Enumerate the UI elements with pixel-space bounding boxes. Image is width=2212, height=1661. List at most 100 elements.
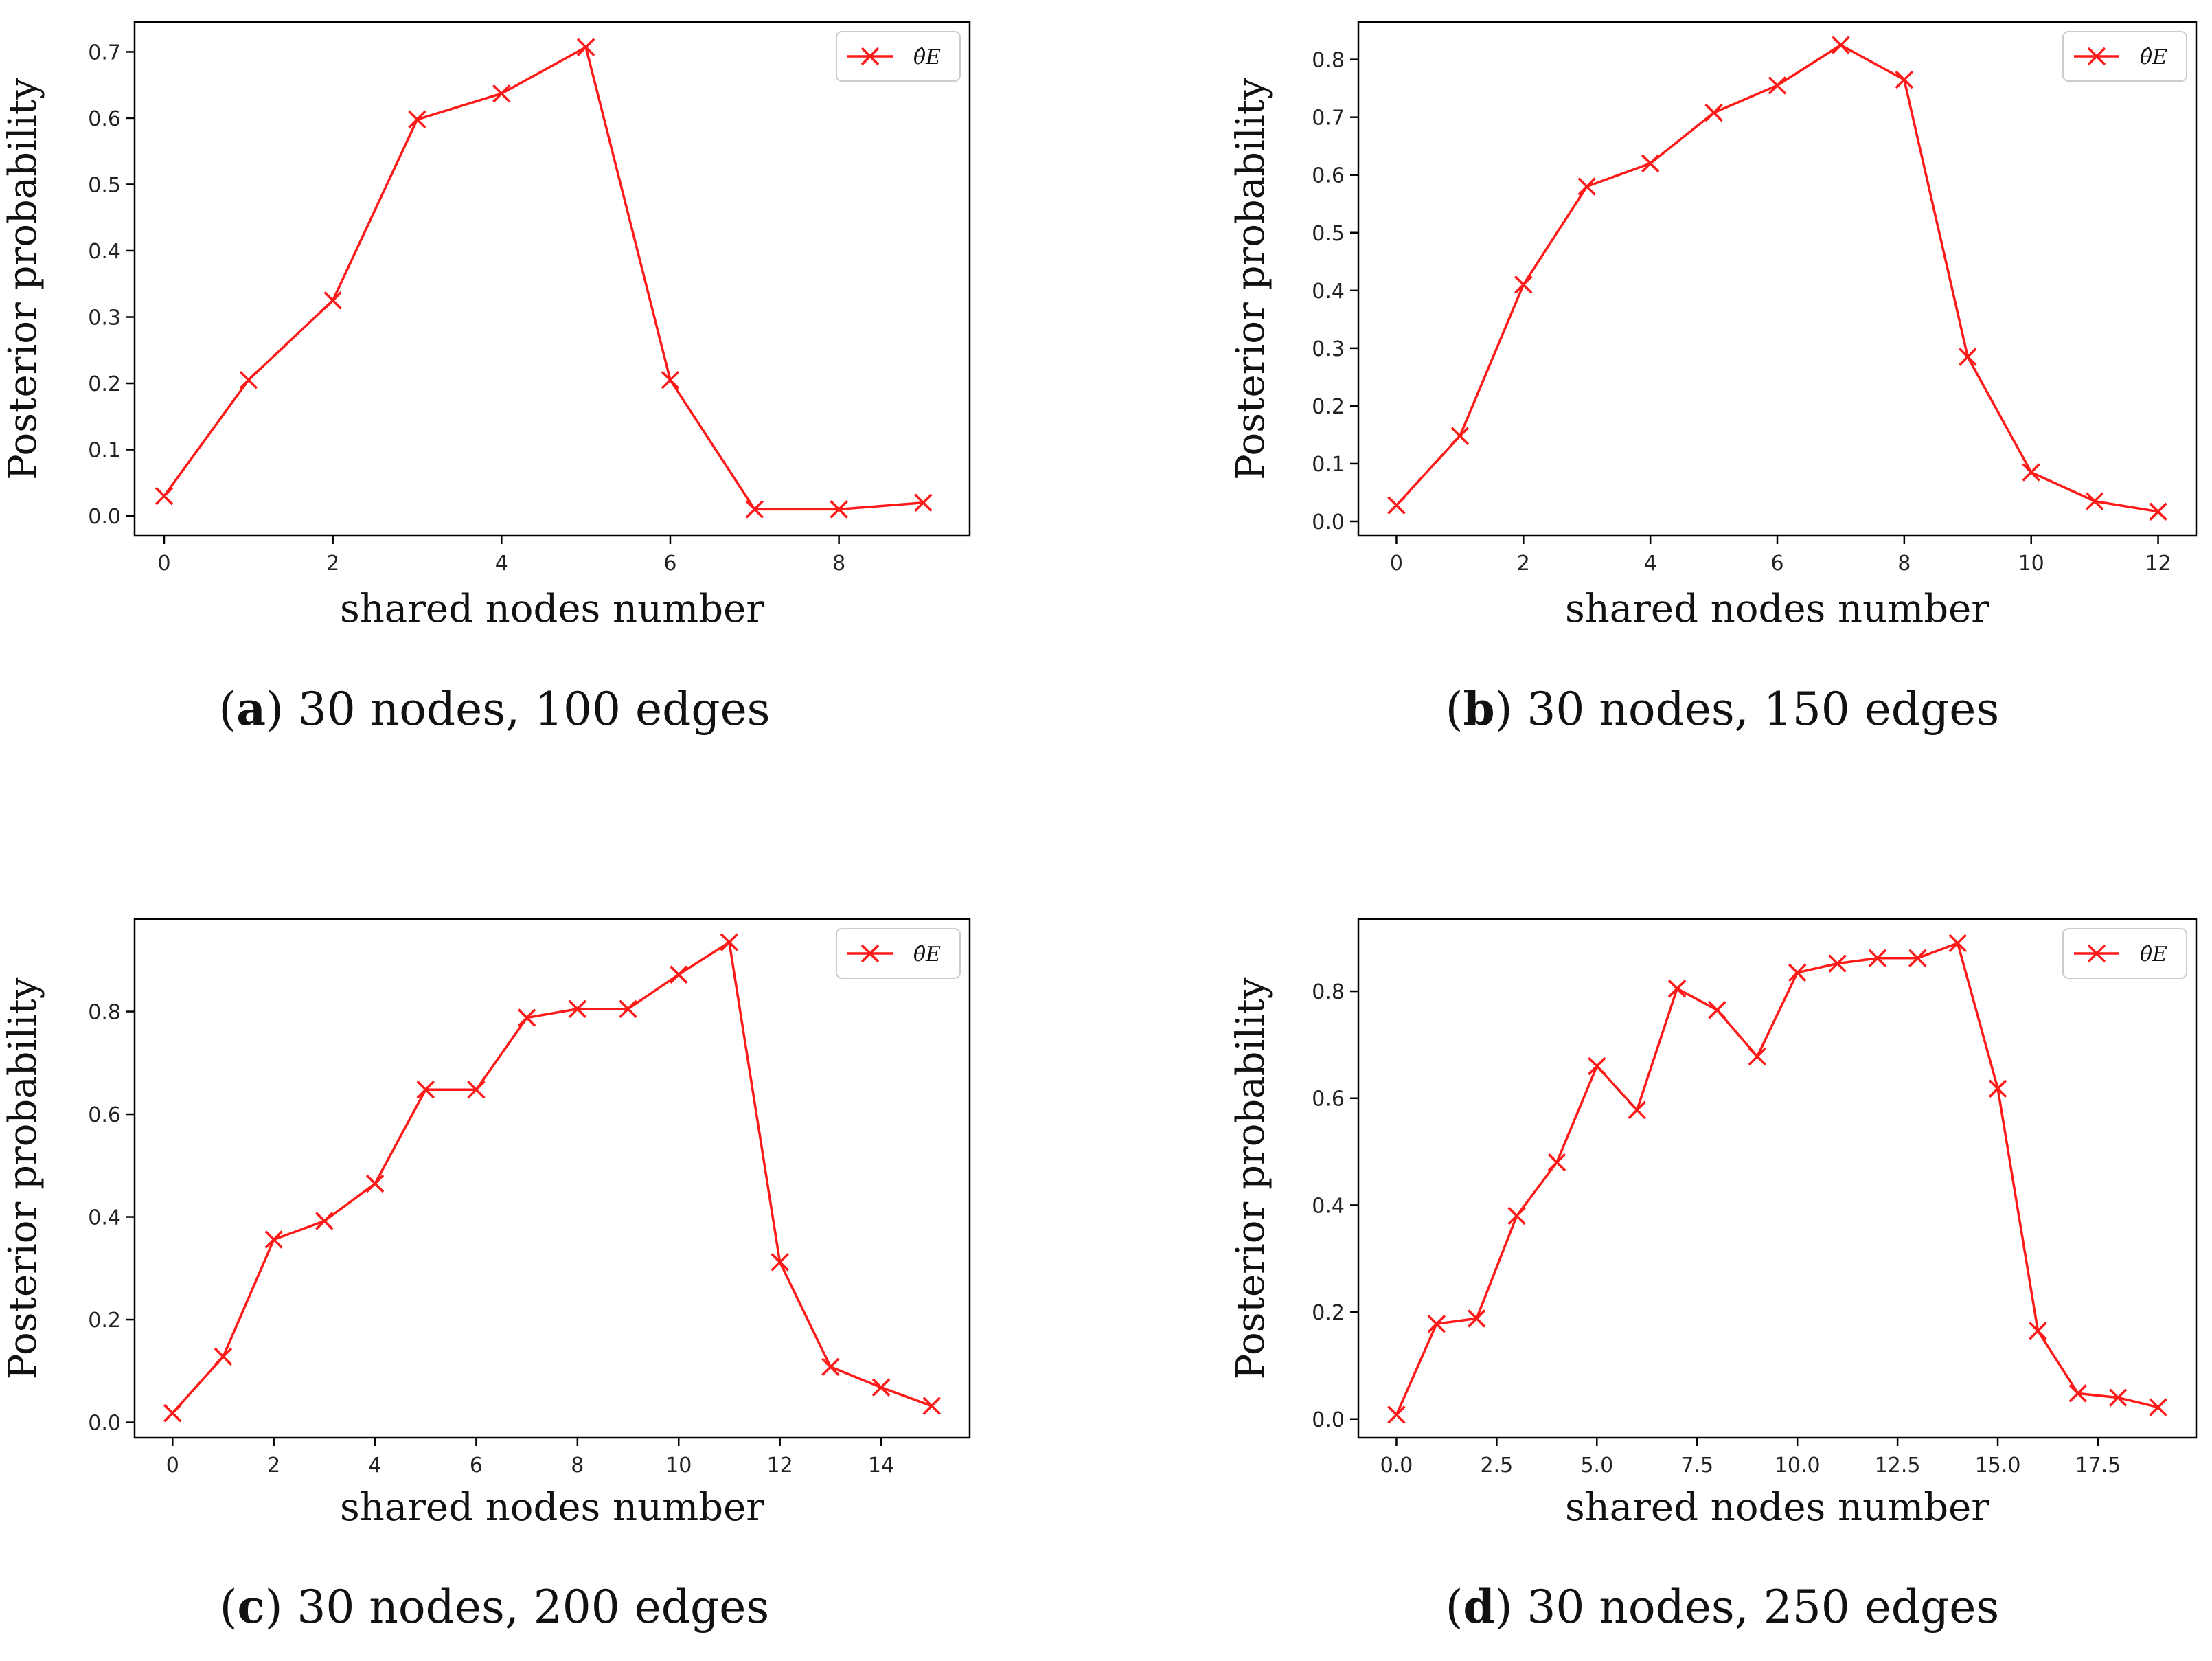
y-tick-label: 0.6: [1312, 164, 1345, 188]
data-point-marker: [2149, 1398, 2167, 1416]
caption-text: 30 nodes, 100 edges: [284, 683, 771, 736]
data-point-marker: [1959, 348, 1977, 366]
data-point-marker: [576, 38, 595, 56]
y-tick-label: 0.7: [88, 41, 121, 65]
data-point-marker: [214, 1347, 233, 1366]
data-point-marker: [2029, 1322, 2047, 1340]
x-tick-label: 12: [2145, 552, 2171, 576]
chart-panel-a: 0 2 4 6 8 0.0 0.1 0.2 0.3 0.4 0.5 0.6 0.7 θ̂E shared n…: [1, 21, 971, 736]
chart-panel-c: 0 2 4 6 8 10 12 14 0.0 0.2 0.4 0.6 0.8 θ̂E shared node…: [1, 918, 971, 1634]
data-point-marker: [1828, 954, 1847, 973]
data-point-marker: [670, 965, 688, 984]
data-point-marker: [2149, 502, 2167, 521]
data-point-marker: [619, 999, 637, 1019]
x-tick-label: 14: [868, 1454, 894, 1478]
y-tick-label: 0.4: [88, 240, 121, 264]
data-point-marker: [1450, 427, 1470, 445]
panel-caption: (d) 30 nodes, 250 edges: [1446, 1580, 1999, 1634]
data-point-marker: [492, 84, 511, 103]
y-tick-label: 0.6: [1312, 1087, 1345, 1111]
data-point-marker: [365, 1174, 385, 1193]
data-point-marker: [745, 500, 764, 519]
y-tick-label: 0.0: [1312, 1408, 1345, 1432]
caption-text: 30 nodes, 200 edges: [282, 1581, 769, 1634]
x-tick-label: 4: [369, 1454, 382, 1478]
data-point-marker: [871, 1378, 891, 1397]
data-point-marker: [2085, 492, 2104, 510]
x-tick-label: 6: [663, 552, 676, 576]
data-point-marker: [2022, 463, 2040, 482]
x-tick-label: 12.5: [1875, 1454, 1921, 1478]
data-point-marker: [323, 291, 342, 310]
data-point-marker: [416, 1080, 435, 1099]
x-tick-label: 17.5: [2075, 1454, 2121, 1478]
series-line: [163, 45, 924, 511]
legend: θ̂E: [836, 31, 961, 82]
data-point-marker: [1547, 1153, 1566, 1172]
data-point-marker: [771, 1253, 789, 1272]
x-tick-label: 10: [2018, 552, 2044, 576]
y-tick-label: 0.1: [88, 439, 121, 463]
x-tick-label: 15.0: [1975, 1454, 2021, 1478]
chart-panel-d: 0.0 2.5 5.0 7.5 10.0 12.5 15.0 17.5 0.0 0.2 0.4 0.6…: [1229, 918, 2198, 1634]
x-tick-label: 6: [1770, 552, 1783, 576]
caption-letter: a: [236, 682, 266, 736]
x-tick-label: 12: [767, 1454, 793, 1478]
data-point-marker: [1577, 177, 1596, 196]
x-tick-label: 0: [1390, 552, 1403, 576]
data-point-marker: [1588, 1057, 1606, 1076]
legend-box: [2062, 31, 2187, 82]
series-line: [171, 940, 933, 1414]
legend: θ̂E: [2062, 928, 2187, 979]
caption-text: 30 nodes, 250 edges: [1512, 1581, 1999, 1634]
legend-marker-swatch: [2087, 944, 2106, 963]
x-tick-label: 0.0: [1380, 1454, 1413, 1478]
y-axis-label: Posterior probability: [1, 977, 45, 1379]
y-tick-label: 0.4: [1312, 1194, 1345, 1218]
caption-letter: b: [1463, 682, 1495, 736]
y-tick-label: 0.6: [88, 107, 121, 131]
y-tick-label: 0.2: [1312, 395, 1345, 419]
legend-label: θ̂E: [2140, 942, 2167, 967]
legend-marker-swatch: [860, 47, 880, 66]
legend: θ̂E: [2062, 31, 2187, 82]
x-tick-label: 8: [1897, 552, 1911, 576]
legend-box: [836, 928, 961, 979]
y-tick-label: 0.3: [88, 306, 121, 330]
data-point-marker: [1868, 949, 1887, 968]
legend-label: θ̂E: [2140, 45, 2167, 69]
x-tick-label: 4: [1644, 552, 1657, 576]
data-point-marker: [1788, 963, 1807, 982]
x-tick-label: 2: [267, 1454, 280, 1478]
y-tick-label: 0.8: [1312, 980, 1345, 1004]
data-point-marker: [1988, 1079, 2007, 1098]
series-line: [1395, 942, 2158, 1416]
caption-letter: d: [1463, 1580, 1495, 1634]
data-point-marker: [1514, 275, 1533, 294]
y-tick-label: 0.5: [1312, 222, 1345, 246]
plot-frame: [133, 918, 971, 1439]
legend-label: θ̂E: [913, 942, 941, 967]
data-point-marker: [1895, 70, 1914, 89]
data-point-marker: [720, 933, 739, 951]
panel-caption: (a) 30 nodes, 100 edges: [218, 682, 770, 736]
data-point-marker: [2108, 1388, 2128, 1407]
x-tick-label: 8: [832, 552, 845, 576]
plot-frame: [133, 21, 971, 537]
plot-frame: [1357, 918, 2198, 1439]
x-tick-label: 2: [326, 552, 339, 576]
x-axis-label: shared nodes number: [340, 587, 764, 631]
x-tick-label: 5.0: [1580, 1454, 1613, 1478]
data-point-marker: [155, 486, 174, 506]
x-axis-label: shared nodes number: [340, 1485, 764, 1530]
data-point-marker: [1387, 1405, 1406, 1424]
data-point-marker: [1641, 154, 1660, 173]
y-tick-label: 0.0: [1312, 510, 1345, 534]
y-tick-label: 0.6: [88, 1103, 121, 1127]
x-tick-label: 8: [571, 1454, 584, 1478]
data-point-marker: [2068, 1384, 2088, 1403]
data-point-marker: [1667, 979, 1687, 998]
data-point-marker: [315, 1212, 334, 1230]
y-tick-label: 0.2: [1312, 1301, 1345, 1325]
